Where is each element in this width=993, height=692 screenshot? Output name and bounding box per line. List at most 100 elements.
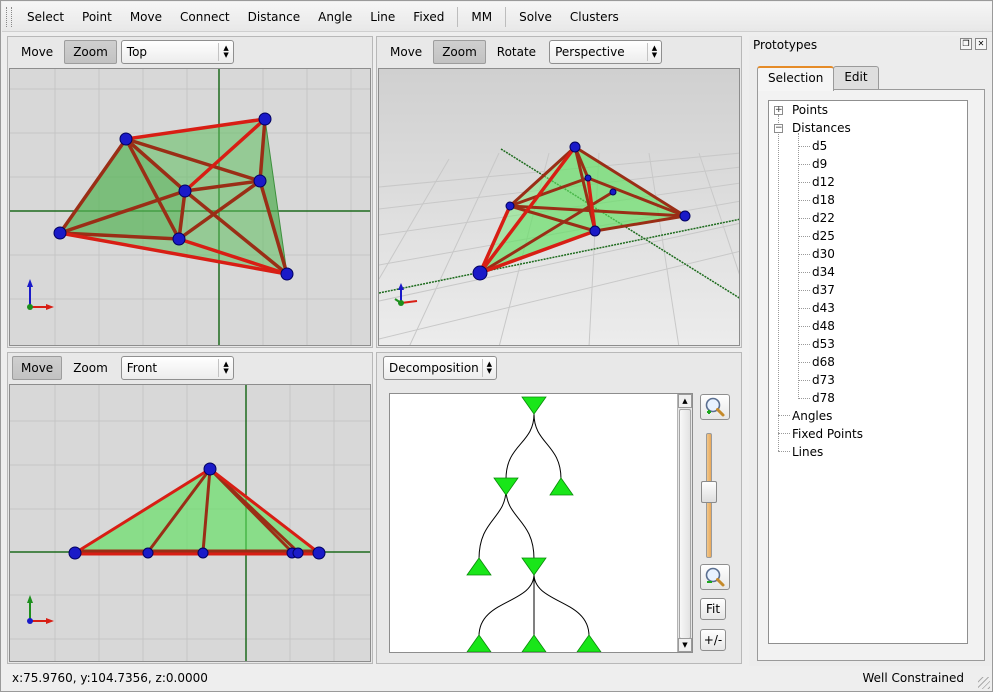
- cluster-node[interactable]: [521, 634, 547, 652]
- tool-clusters-button[interactable]: Clusters: [569, 9, 619, 24]
- toolbar-grip[interactable]: [6, 6, 12, 27]
- tree-item-distance[interactable]: d73: [812, 373, 835, 387]
- tree-item-distance[interactable]: d43: [812, 301, 835, 315]
- front-viewport[interactable]: [9, 384, 371, 662]
- tree-item-distance[interactable]: d53: [812, 337, 835, 351]
- zoom-slider-handle[interactable]: [701, 481, 717, 503]
- decomposition-tree-canvas[interactable]: [390, 394, 678, 652]
- cluster-node[interactable]: [466, 557, 492, 576]
- combo-arrows-icon: ▲ ▼: [218, 43, 229, 61]
- tree-connector: [798, 200, 810, 201]
- persp-view-mode-select[interactable]: Perspective ▲ ▼: [549, 40, 663, 64]
- tree-item-angles[interactable]: Angles: [792, 409, 833, 423]
- cluster-node[interactable]: [466, 634, 492, 652]
- dock-float-icon[interactable]: ❐: [960, 38, 972, 50]
- top-view-toolbar: Move Zoom Top ▲ ▼: [8, 37, 372, 67]
- tree-item-distance[interactable]: d18: [812, 193, 835, 207]
- cluster-node[interactable]: [521, 396, 547, 415]
- persp-rotate-button[interactable]: Rotate: [496, 45, 537, 59]
- top-move-button[interactable]: Move: [21, 45, 54, 59]
- model-face: [260, 119, 287, 274]
- top-view-mode-select[interactable]: Top ▲ ▼: [120, 40, 234, 64]
- cluster-node[interactable]: [493, 477, 519, 496]
- vertical-splitter[interactable]: [373, 36, 376, 664]
- tree-item-lines[interactable]: Lines: [792, 445, 824, 459]
- front-view-mode-select[interactable]: Front ▲ ▼: [120, 356, 234, 380]
- zoom-in-icon: [705, 397, 725, 417]
- scroll-up-arrow-icon[interactable]: ▲: [678, 394, 692, 408]
- tree-connector: [798, 182, 810, 183]
- tree-item-distances[interactable]: Distances: [792, 121, 851, 135]
- tool-angle-button[interactable]: Angle: [318, 9, 353, 24]
- tree-item-distance[interactable]: d25: [812, 229, 835, 243]
- persp-move-button[interactable]: Move: [390, 45, 423, 59]
- collapse-minus-icon[interactable]: −: [774, 123, 783, 133]
- persp-zoom-button[interactable]: Zoom: [433, 40, 486, 64]
- decomposition-select[interactable]: Decomposition ▲ ▼: [383, 356, 497, 380]
- front-viewport-canvas[interactable]: [10, 385, 371, 662]
- tree-item-distance[interactable]: d12: [812, 175, 835, 189]
- tool-connect-button[interactable]: Connect: [180, 9, 230, 24]
- resize-grip-icon[interactable]: [978, 677, 990, 689]
- tree-connector: [798, 146, 810, 147]
- scrollbar-thumb[interactable]: [679, 409, 691, 639]
- decomposition-scrollbar[interactable]: ▲ ▼: [677, 394, 692, 652]
- front-move-button[interactable]: Move: [12, 356, 63, 380]
- tree-item-points[interactable]: Points: [792, 103, 829, 117]
- tool-distance-button[interactable]: Distance: [247, 9, 301, 24]
- wireframe-model[interactable]: [53, 112, 294, 281]
- main-toolbar: Select Point Move Connect Distance Angle…: [2, 2, 992, 32]
- tool-fixed-button[interactable]: Fixed: [413, 9, 445, 24]
- wireframe-model[interactable]: [472, 141, 691, 281]
- plus-minus-button[interactable]: +/-: [700, 629, 726, 651]
- expand-plus-icon[interactable]: +: [774, 105, 783, 115]
- decomposition-tree-view[interactable]: ▲ ▼: [389, 393, 693, 653]
- prototype-tree[interactable]: + Points − Distances d5 d9 d12 d18 d22 d25 d30…: [768, 100, 968, 644]
- top-view-mode-value: Top: [126, 45, 148, 59]
- cluster-node[interactable]: [521, 557, 547, 576]
- zoom-out-button[interactable]: [700, 564, 730, 590]
- model-points[interactable]: [472, 141, 691, 281]
- model-edges-selected: [73, 467, 321, 556]
- perspective-viewport[interactable]: [378, 68, 740, 346]
- tree-item-distance[interactable]: d68: [812, 355, 835, 369]
- tree-item-distance[interactable]: d22: [812, 211, 835, 225]
- tree-item-distance[interactable]: d78: [812, 391, 835, 405]
- tree-item-distance[interactable]: d5: [812, 139, 828, 153]
- front-zoom-button[interactable]: Zoom: [73, 361, 108, 375]
- top-viewport[interactable]: [9, 68, 371, 346]
- model-points[interactable]: [68, 462, 326, 560]
- tree-connector: [798, 344, 810, 345]
- perspective-viewport-canvas[interactable]: [379, 69, 740, 346]
- tool-line-button[interactable]: Line: [370, 9, 396, 24]
- tree-connector: [798, 164, 810, 165]
- cluster-node[interactable]: [576, 634, 602, 652]
- tree-item-distance[interactable]: d48: [812, 319, 835, 333]
- fit-button[interactable]: Fit: [700, 598, 726, 620]
- toolbar-separator: [505, 6, 507, 27]
- perspective-view-toolbar: Move Zoom Rotate Perspective ▲ ▼: [377, 37, 741, 67]
- zoom-in-button[interactable]: [700, 394, 730, 420]
- tool-point-button[interactable]: Point: [82, 9, 112, 24]
- tree-item-distance[interactable]: d30: [812, 247, 835, 261]
- dock-close-icon[interactable]: ✕: [975, 38, 987, 50]
- tree-item-fixed-points[interactable]: Fixed Points: [792, 427, 863, 441]
- tree-connector: [798, 236, 810, 237]
- tab-edit[interactable]: Edit: [833, 66, 879, 90]
- scroll-down-arrow-icon[interactable]: ▼: [678, 638, 692, 652]
- tool-move-button[interactable]: Move: [129, 9, 163, 24]
- wireframe-model[interactable]: [68, 462, 326, 560]
- tab-selection[interactable]: Selection: [757, 66, 835, 91]
- top-zoom-button[interactable]: Zoom: [64, 40, 117, 64]
- tool-solve-button[interactable]: Solve: [519, 9, 552, 24]
- tree-item-distance[interactable]: d9: [812, 157, 828, 171]
- coordinate-readout: x:75.9760, y:104.7356, z:0.0000: [12, 671, 208, 685]
- tool-select-button[interactable]: Select: [27, 9, 65, 24]
- cluster-node[interactable]: [549, 477, 574, 496]
- model-points[interactable]: [53, 112, 294, 281]
- top-viewport-canvas[interactable]: [10, 69, 371, 346]
- tree-item-distance[interactable]: d37: [812, 283, 835, 297]
- tool-mm-button[interactable]: MM: [471, 9, 493, 24]
- tree-item-distance[interactable]: d34: [812, 265, 835, 279]
- decomposition-nodes[interactable]: [466, 396, 602, 652]
